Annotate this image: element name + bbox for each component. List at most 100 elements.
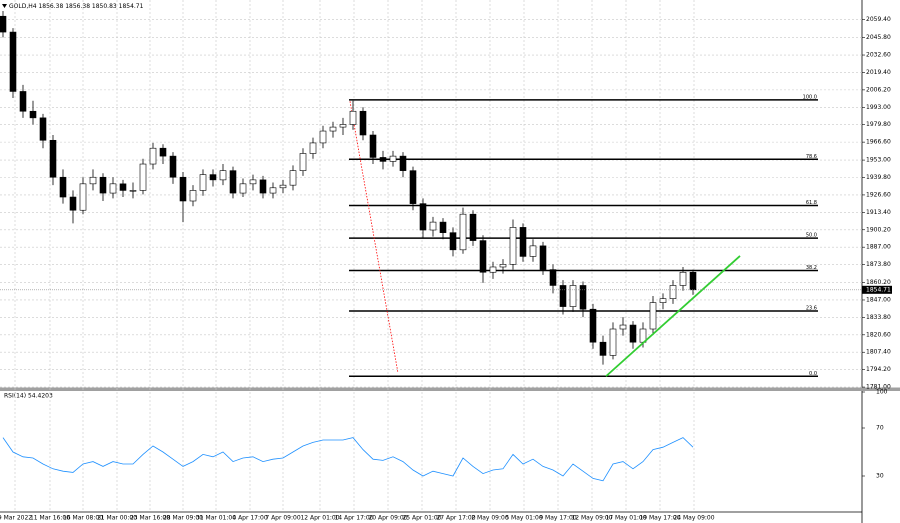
y-tick-label: 1993.00 xyxy=(866,104,891,111)
candle-body xyxy=(279,184,287,189)
candle-body xyxy=(459,213,467,251)
x-tick-label: 20 Apr 09:00 xyxy=(368,515,407,522)
candle-body xyxy=(119,183,127,191)
y-tick-label: 2045.80 xyxy=(866,34,891,41)
candle-body xyxy=(289,170,297,186)
candle-body xyxy=(479,240,487,273)
candle-body xyxy=(499,264,507,268)
candle-body xyxy=(229,170,237,194)
fib-label: 61.8 xyxy=(806,200,817,206)
x-tick-label: 24 May 09:00 xyxy=(673,515,714,522)
candle-body xyxy=(569,285,577,307)
rsi-tick-label: 30 xyxy=(876,473,884,480)
candle-body xyxy=(39,117,47,141)
candle-body xyxy=(589,308,597,343)
candle-body xyxy=(509,227,517,265)
candle-body xyxy=(159,147,167,157)
x-tick-label: 17 May 01:00 xyxy=(605,515,646,522)
y-tick-label: 1873.80 xyxy=(866,261,891,268)
fib-label: 23.6 xyxy=(806,306,817,312)
y-tick-label: 1860.20 xyxy=(866,279,891,286)
candle-body xyxy=(469,213,477,241)
candle-body xyxy=(319,130,327,144)
candle-body xyxy=(649,302,657,330)
x-tick-label: 9 Mar 2022 xyxy=(0,515,32,522)
candle-body xyxy=(259,179,267,194)
y-tick-label: 1887.00 xyxy=(866,244,891,251)
y-tick-label: 2006.20 xyxy=(866,86,891,93)
y-tick-label: 1966.60 xyxy=(866,139,891,146)
candle-body xyxy=(579,285,587,310)
x-tick-label: 9 May 17:00 xyxy=(539,515,577,522)
x-tick-label: 4 Apr 17:00 xyxy=(232,515,267,522)
candle-body xyxy=(519,227,527,257)
candle-body xyxy=(399,155,407,171)
x-tick-label: 5 May 01:00 xyxy=(505,515,543,522)
y-tick-label: 1939.80 xyxy=(866,174,891,181)
y-tick-label: 1807.40 xyxy=(866,349,891,356)
candle-body xyxy=(149,147,157,165)
candle-body xyxy=(489,266,497,273)
candle-body xyxy=(169,155,177,178)
rsi-tick-label: 100 xyxy=(876,389,888,396)
x-tick-label: 21 Mar 00:00 xyxy=(97,515,137,522)
x-tick-label: 2 May 09:00 xyxy=(471,515,509,522)
candle-body xyxy=(669,285,677,299)
candle-body xyxy=(239,183,247,194)
x-tick-label: 19 May 17:00 xyxy=(639,515,680,522)
y-tick-label: 2059.40 xyxy=(866,16,891,23)
candle-body xyxy=(79,183,87,211)
candle-body xyxy=(389,155,397,162)
panel-separator xyxy=(0,387,900,391)
fib-label: 78.6 xyxy=(806,154,817,160)
menu-icon[interactable] xyxy=(2,4,7,8)
candle-body xyxy=(209,174,217,181)
x-tick-label: 28 Mar 09:00 xyxy=(163,515,203,522)
candle-body xyxy=(139,163,147,191)
candle-body xyxy=(299,153,307,171)
candle-body xyxy=(629,324,637,343)
trend-line xyxy=(605,255,741,377)
rsi-line xyxy=(2,437,694,482)
candle-body xyxy=(429,221,437,231)
candle-body xyxy=(609,328,617,356)
y-tick-label: 1820.60 xyxy=(866,331,891,338)
candle-body xyxy=(409,170,417,204)
candle-body xyxy=(9,31,17,92)
candle-body xyxy=(349,110,357,125)
candle-body xyxy=(109,183,117,194)
x-tick-label: 7 Apr 09:00 xyxy=(265,515,300,522)
candle-body xyxy=(219,170,227,181)
x-tick-label: 25 Apr 01:00 xyxy=(402,515,441,522)
y-tick-label: 2019.40 xyxy=(866,69,891,76)
x-tick-label: 23 Mar 16:00 xyxy=(130,515,170,522)
chart-title: GOLD,H4 1856.38 1856.38 1850.83 1854.71 xyxy=(9,3,144,10)
x-tick-label: 14 Apr 17:00 xyxy=(334,515,373,522)
candle-body xyxy=(329,126,337,132)
x-tick-label: 12 May 09:00 xyxy=(571,515,612,522)
candle-body xyxy=(449,232,457,251)
candle-body xyxy=(69,196,77,211)
candle-body xyxy=(179,176,187,202)
fib-label: 100.0 xyxy=(803,94,817,100)
candle-body xyxy=(59,176,67,198)
candle-body xyxy=(559,285,567,307)
y-tick-label: 1913.40 xyxy=(866,209,891,216)
candle-body xyxy=(659,298,667,303)
candle-body xyxy=(599,341,607,356)
candle-body xyxy=(309,142,317,154)
candle-body xyxy=(439,221,447,233)
candle-body xyxy=(689,271,697,291)
last-price-tag xyxy=(862,285,892,294)
candle-body xyxy=(29,110,37,119)
fib-label: 50.0 xyxy=(806,233,817,239)
candle-body xyxy=(129,190,137,192)
candle-body xyxy=(199,174,207,191)
candle-body xyxy=(269,187,277,194)
candle-body xyxy=(369,134,377,158)
y-tick-label: 1781.00 xyxy=(866,384,891,391)
x-tick-label: 31 Mar 01:00 xyxy=(196,515,236,522)
candle-body xyxy=(529,245,537,257)
